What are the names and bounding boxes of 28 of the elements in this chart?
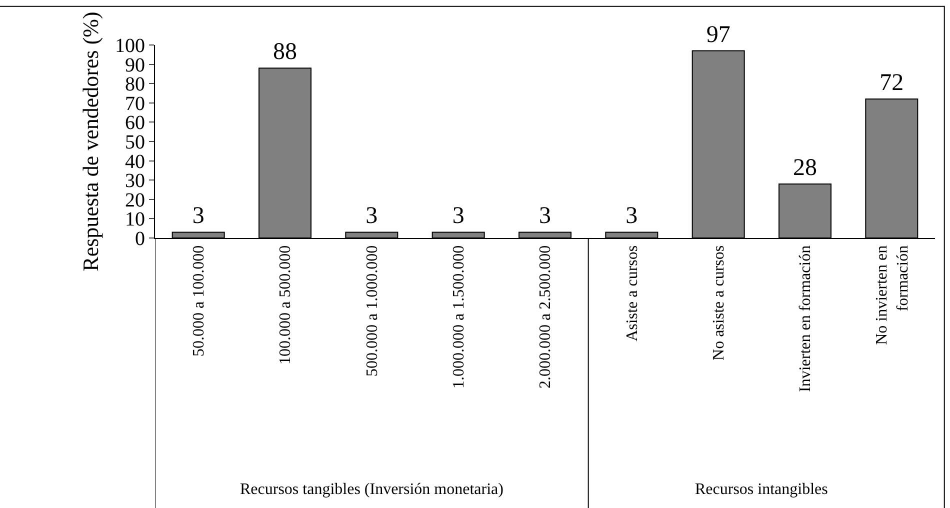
text: Recursos tangibles (Inversión monetaria) xyxy=(240,481,504,498)
y-tick-label: 60 xyxy=(125,112,145,134)
x-tick-label: 500.000 a 1.000.000 xyxy=(364,245,381,377)
data-label: 28 xyxy=(793,154,817,181)
x-tick-label: 1.000.000 a 1.500.000 xyxy=(450,245,468,389)
y-tick-label: 40 xyxy=(125,150,145,173)
text: Recursos intangibles xyxy=(695,481,828,498)
data-label: 3 xyxy=(539,203,551,230)
x-tick-label: 50.000 a 100.000 xyxy=(190,245,208,357)
x-tick-label: No asiste a cursos xyxy=(710,245,728,360)
data-label: 3 xyxy=(366,203,378,230)
x-tick-label: 2.000.000 a 2.500.000 xyxy=(537,245,554,389)
x-tick-label: 100.000 a 500.000 xyxy=(277,245,294,365)
y-tick-label: 90 xyxy=(125,54,145,76)
data-label: 72 xyxy=(880,70,904,96)
data-label: 3 xyxy=(192,203,204,230)
x-tick-label: Invierten en formación xyxy=(797,245,814,392)
data-label: 3 xyxy=(452,203,464,230)
x-tick-label: No invierten en formación xyxy=(873,245,912,345)
y-axis-title: Respuesta de vendedores (%) xyxy=(78,12,103,272)
y-tick-label: 100 xyxy=(115,35,145,57)
y-tick-label: 50 xyxy=(125,132,145,154)
data-label: 3 xyxy=(626,203,638,230)
y-tick-label: 0 xyxy=(135,228,145,250)
data-label: 97 xyxy=(706,22,730,48)
y-tick-label: 10 xyxy=(125,208,145,231)
data-label: 88 xyxy=(273,39,297,66)
x-tick-label: Asiste a cursos xyxy=(624,245,641,342)
